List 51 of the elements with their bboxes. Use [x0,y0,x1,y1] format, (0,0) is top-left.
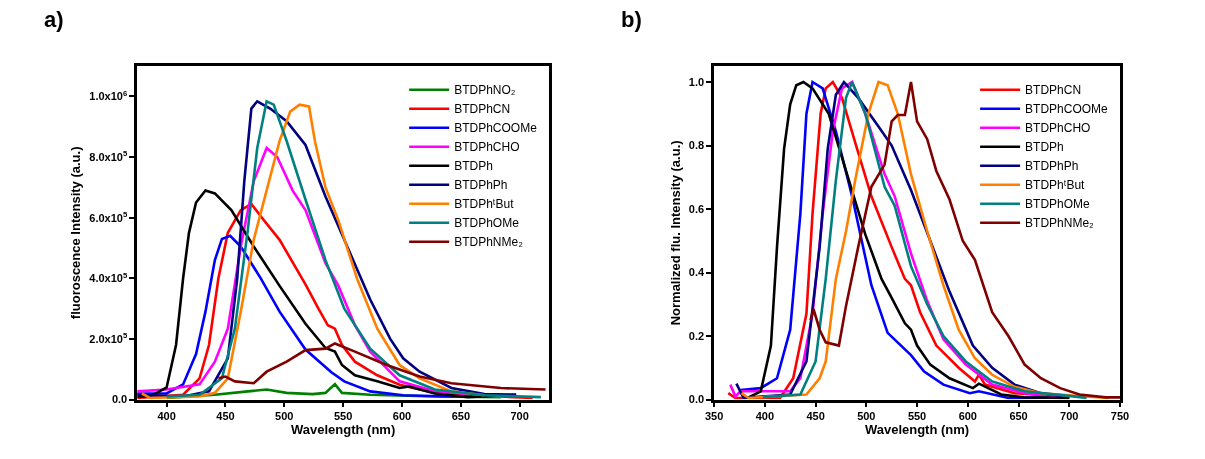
x-tick-label: 600 [392,410,412,423]
chart-title: b) [621,7,642,32]
y-tick-label: 1.0x10$^{6}$ [89,88,128,103]
y-tick-label: 8.0x10$^{5}$ [89,149,128,163]
legend-label: BTDPhPh [1025,159,1079,174]
y-tick-label: 1.0 [688,75,705,88]
legend-label: BTDPh [1025,140,1064,155]
legend-label: BTDPhCN [454,102,511,117]
x-tick-label: 550 [907,410,927,423]
x-tick-label: 400 [755,410,774,423]
legend-label: BTDPhNMe₂ [1025,216,1095,231]
y-tick-label: 0.4 [688,266,705,279]
x-tick-label: 450 [216,410,235,423]
x-tick-label: 400 [157,410,176,423]
legend-label: BTDPhᵗBut [1025,178,1086,193]
legend-label: BTDPhNO₂ [454,83,516,98]
y-tick-label: 0.2 [688,329,705,342]
x-tick-label: 650 [451,410,471,423]
x-tick-label: 350 [704,410,724,423]
x-tick-label: 600 [958,410,977,423]
legend-label: BTDPhᵗBut [454,197,515,212]
legend-label: BTDPhCHO [1025,121,1091,136]
y-axis-title: Normalized flu. Intensity (a.u.) [667,140,683,326]
x-axis-title: Wavelength (nm) [864,422,970,438]
x-tick-label: 550 [333,410,353,423]
x-tick-label: 500 [275,410,294,423]
legend-label: BTDPhOMe [1025,197,1091,212]
legend-label: BTDPhCOOMe [1025,102,1109,117]
legend-label: BTDPhNMe₂ [454,235,524,250]
legend-label: BTDPhCN [1025,83,1082,98]
y-tick-label: 0.0 [688,393,705,406]
x-tick-label: 650 [1009,410,1028,423]
chart-title: a) [44,7,64,32]
legend-label: BTDPhCOOMe [454,121,538,136]
x-tick-label: 700 [1060,410,1079,423]
legend-label: BTDPhPh [454,178,508,193]
y-tick-label: 2.0x10$^{5}$ [89,331,128,345]
x-axis-title: Wavelength (nm) [291,422,396,438]
y-tick-label: 0.0 [111,393,128,406]
x-tick-label: 750 [1110,410,1130,423]
y-tick-label: 6.0x10$^{5}$ [89,209,128,224]
legend-label: BTDPhCHO [454,140,520,155]
x-tick-label: 500 [857,410,876,423]
x-tick-label: 700 [510,410,529,423]
x-tick-label: 450 [806,410,825,423]
y-tick-label: 0.6 [688,202,705,215]
legend-label: BTDPh [454,159,493,174]
y-tick-label: 0.8 [688,139,705,152]
legend-label: BTDPhOMe [454,216,520,231]
y-axis-title: fluoroscence Intensity (a.u.) [68,146,84,320]
y-tick-label: 4.0x10$^{5}$ [89,270,128,285]
